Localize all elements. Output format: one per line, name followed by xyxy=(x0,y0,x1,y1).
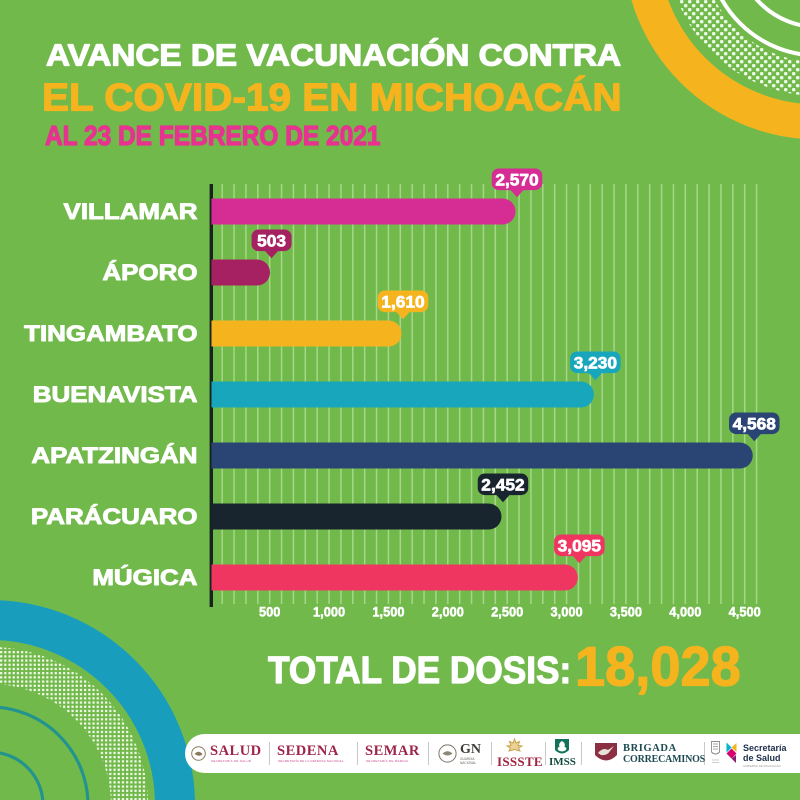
svg-text:4,568: 4,568 xyxy=(733,414,777,434)
svg-text:3,230: 3,230 xyxy=(574,353,617,373)
svg-text:1,500: 1,500 xyxy=(372,604,404,619)
svg-text:AL 23 DE FEBRERO DE 2021: AL 23 DE FEBRERO DE 2021 xyxy=(45,120,380,152)
svg-text:503: 503 xyxy=(257,231,286,251)
svg-text:1,610: 1,610 xyxy=(381,292,424,312)
svg-text:500: 500 xyxy=(259,604,280,619)
svg-text:ÁPORO: ÁPORO xyxy=(102,260,197,285)
svg-text:4,500: 4,500 xyxy=(729,604,761,619)
svg-text:PARÁCUARO: PARÁCUARO xyxy=(31,504,198,529)
svg-text:EL COVID-19 EN MICHOACÁN: EL COVID-19 EN MICHOACÁN xyxy=(42,76,622,119)
svg-text:TOTAL DE DOSIS:: TOTAL DE DOSIS: xyxy=(268,649,571,691)
svg-text:2,570: 2,570 xyxy=(495,170,538,190)
svg-text:2,000: 2,000 xyxy=(432,604,464,619)
svg-text:4,000: 4,000 xyxy=(669,604,701,619)
svg-text:MÚGICA: MÚGICA xyxy=(92,565,197,590)
svg-text:3,095: 3,095 xyxy=(558,536,602,556)
svg-text:APATZINGÁN: APATZINGÁN xyxy=(31,443,197,468)
svg-text:2,452: 2,452 xyxy=(481,475,524,495)
svg-text:VILLAMAR: VILLAMAR xyxy=(64,200,198,225)
svg-text:TINGAMBATO: TINGAMBATO xyxy=(24,322,197,347)
svg-text:3,500: 3,500 xyxy=(610,604,642,619)
svg-text:3,000: 3,000 xyxy=(551,604,583,619)
svg-text:AVANCE DE VACUNACIÓN CONTRA: AVANCE DE VACUNACIÓN CONTRA xyxy=(46,38,621,73)
svg-text:1,000: 1,000 xyxy=(313,604,345,619)
svg-text:2,500: 2,500 xyxy=(491,604,523,619)
svg-text:18,028: 18,028 xyxy=(575,635,741,698)
svg-text:BUENAVISTA: BUENAVISTA xyxy=(33,383,198,408)
